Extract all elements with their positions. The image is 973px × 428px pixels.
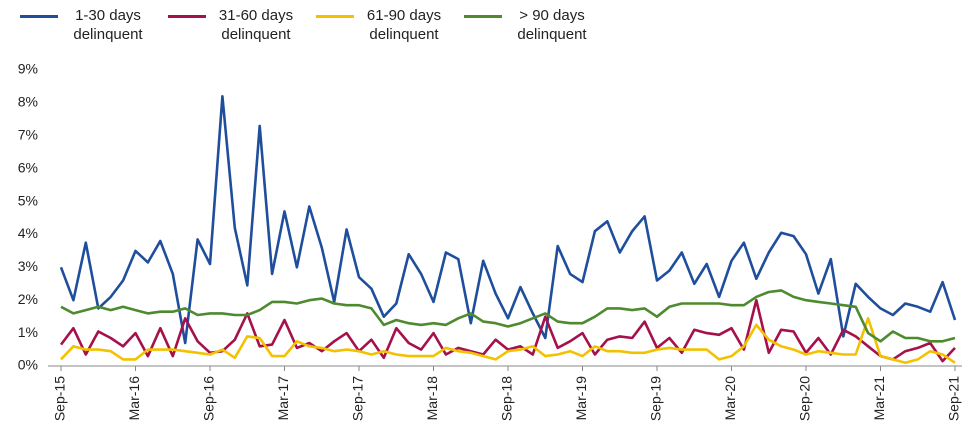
y-tick-label: 9%	[18, 61, 38, 77]
legend-label: 31-60 days delinquent	[218, 7, 294, 43]
x-tick-label: Mar-20	[722, 376, 738, 421]
x-tick-label: Sep-19	[648, 376, 664, 421]
series-line	[59, 95, 957, 345]
x-tick-label: Mar-19	[573, 376, 589, 421]
legend-label: 61-90 days delinquent	[366, 7, 442, 43]
legend: 1-30 days delinquent 31-60 days delinquen…	[20, 6, 612, 44]
y-tick-label: 2%	[18, 291, 38, 307]
x-tick-label: Sep-18	[499, 376, 515, 421]
y-tick-label: 3%	[18, 258, 38, 274]
y-tick-label: 4%	[18, 225, 38, 241]
legend-item: 1-30 days delinquent	[20, 6, 154, 44]
x-tick-label: Sep-16	[201, 376, 217, 421]
series-line	[60, 289, 956, 343]
y-tick-label: 6%	[18, 159, 38, 175]
y-tick-label: 7%	[18, 126, 38, 142]
x-tick-label: Mar-17	[275, 376, 291, 421]
x-tick-label: Mar-21	[871, 376, 887, 421]
x-tick-label: Mar-16	[126, 376, 142, 421]
x-tick-label: Sep-15	[52, 376, 68, 421]
legend-swatch	[464, 15, 502, 18]
legend-item: 31-60 days delinquent	[168, 6, 302, 44]
x-tick-label: Sep-20	[797, 376, 813, 421]
y-tick-label: 0%	[18, 357, 38, 373]
legend-item: 61-90 days delinquent	[316, 6, 450, 44]
y-tick-label: 1%	[18, 324, 38, 340]
legend-label: > 90 days delinquent	[517, 7, 587, 43]
y-tick-label: 8%	[18, 94, 38, 110]
x-tick-label: Sep-21	[946, 376, 962, 421]
x-tick-label: Sep-17	[350, 376, 366, 421]
legend-swatch	[316, 15, 354, 18]
series-line	[59, 298, 956, 363]
x-tick-label: Mar-18	[424, 376, 440, 421]
legend-swatch	[20, 15, 58, 18]
legend-swatch	[168, 15, 206, 18]
legend-label: 1-30 days delinquent	[73, 7, 143, 43]
legend-item: > 90 days delinquent	[464, 6, 598, 44]
y-tick-label: 5%	[18, 192, 38, 208]
series-line	[60, 317, 956, 364]
